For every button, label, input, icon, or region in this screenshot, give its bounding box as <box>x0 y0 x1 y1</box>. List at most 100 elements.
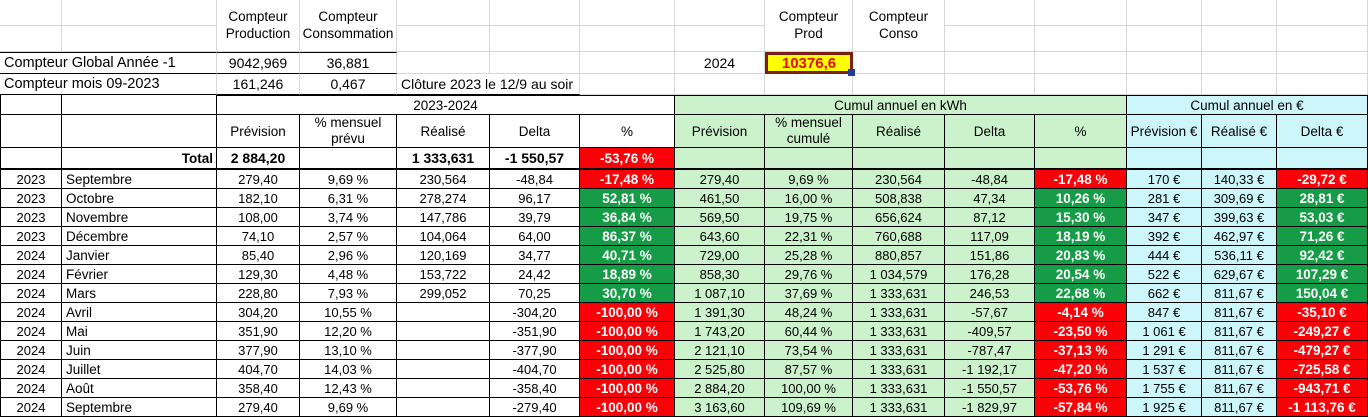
header-realise[interactable]: Réalisé <box>397 115 490 148</box>
cell-cumul-delta[interactable]: -57,67 <box>945 303 1035 322</box>
cell-prevision[interactable]: 74,10 <box>217 227 300 246</box>
month-production-value[interactable]: 161,246 <box>217 74 300 95</box>
grid-cell[interactable] <box>397 52 490 74</box>
section-header-monthly[interactable]: 2023-2024 <box>217 95 675 115</box>
cell-delta[interactable]: -48,84 <box>490 170 580 189</box>
cell-pct-mensuel-prevu[interactable]: 6,31 % <box>300 189 397 208</box>
grid-cell[interactable] <box>580 74 675 95</box>
cell-realise[interactable]: 299,052 <box>397 284 490 303</box>
cell-delta-eur[interactable]: -943,71 € <box>1277 379 1368 398</box>
cell-cumul-pct-delta[interactable]: 18,19 % <box>1035 227 1127 246</box>
cell-pct-delta[interactable]: -100,00 % <box>580 322 675 341</box>
cell-cumul-realise[interactable]: 230,564 <box>853 170 945 189</box>
cell-month[interactable]: Avril <box>62 303 217 322</box>
cell-delta[interactable]: 96,17 <box>490 189 580 208</box>
cell-prevision[interactable]: 108,00 <box>217 208 300 227</box>
cell-prevision-eur[interactable]: 392 € <box>1127 227 1202 246</box>
empty-cell[interactable] <box>0 115 62 148</box>
grid-cell[interactable] <box>675 0 765 26</box>
cell-realise-eur[interactable]: 140,33 € <box>1202 170 1277 189</box>
cell-delta[interactable]: -377,90 <box>490 341 580 360</box>
cell-cumul-pct-delta[interactable]: 20,54 % <box>1035 265 1127 284</box>
cell-pct-delta[interactable]: -100,00 % <box>580 341 675 360</box>
cell-delta-eur[interactable]: -35,10 € <box>1277 303 1368 322</box>
cell-cumul-delta[interactable]: 246,53 <box>945 284 1035 303</box>
cell-delta[interactable]: -304,20 <box>490 303 580 322</box>
cell-pct-delta[interactable]: 36,84 % <box>580 208 675 227</box>
cell-prevision[interactable]: 85,40 <box>217 246 300 265</box>
grid-cell[interactable] <box>490 0 580 26</box>
cell-realise[interactable] <box>397 379 490 398</box>
cell-realise-eur[interactable]: 811,67 € <box>1202 341 1277 360</box>
total-pct-delta[interactable]: -53,76 % <box>580 148 675 170</box>
cell-pct-mensuel-cumule[interactable]: 60,44 % <box>765 322 853 341</box>
cell-delta-eur[interactable]: -725,58 € <box>1277 360 1368 379</box>
cell-cumul-pct-delta[interactable]: 15,30 % <box>1035 208 1127 227</box>
cell-year[interactable]: 2023 <box>0 189 62 208</box>
cell-cumul-prevision[interactable]: 729,00 <box>675 246 765 265</box>
header-cumul-delta[interactable]: Delta <box>945 115 1035 148</box>
cell-month[interactable]: Décembre <box>62 227 217 246</box>
grid-cell[interactable] <box>765 74 853 95</box>
header-prevision[interactable]: Prévision <box>217 115 300 148</box>
cell-month[interactable]: Juillet <box>62 360 217 379</box>
cell-cumul-pct-delta[interactable]: -4,14 % <box>1035 303 1127 322</box>
cell-year[interactable]: 2024 <box>0 379 62 398</box>
cell-cumul-realise[interactable]: 880,857 <box>853 246 945 265</box>
total-realise[interactable]: 1 333,631 <box>397 148 490 170</box>
cell-pct-delta[interactable]: 30,70 % <box>580 284 675 303</box>
cell-cumul-prevision[interactable]: 643,60 <box>675 227 765 246</box>
cell-delta-eur[interactable]: 53,03 € <box>1277 208 1368 227</box>
cell-delta-eur[interactable]: 71,26 € <box>1277 227 1368 246</box>
cell-delta[interactable]: -279,40 <box>490 398 580 417</box>
cell-cumul-delta[interactable]: -1 550,57 <box>945 379 1035 398</box>
grid-cell[interactable] <box>1035 0 1127 26</box>
cell-prevision-eur[interactable]: 1 537 € <box>1127 360 1202 379</box>
grid-cell[interactable] <box>1202 52 1277 74</box>
selected-compteur-prod-cell[interactable]: 10376,6 <box>765 52 855 76</box>
grid-cell[interactable] <box>945 74 1035 95</box>
cell-year[interactable]: 2024 <box>0 303 62 322</box>
cell-prevision-eur[interactable]: 522 € <box>1127 265 1202 284</box>
col-header-compteur-prod[interactable]: Compteur Prod <box>765 0 853 52</box>
year-2024-label[interactable]: 2024 <box>675 52 765 74</box>
cell-cumul-prevision[interactable]: 569,50 <box>675 208 765 227</box>
cell-pct-mensuel-cumule[interactable]: 29,76 % <box>765 265 853 284</box>
grid-cell[interactable] <box>62 26 217 52</box>
cell-cumul-delta[interactable]: -787,47 <box>945 341 1035 360</box>
total-label[interactable]: Total <box>62 148 217 170</box>
cell-cumul-realise[interactable]: 1 333,631 <box>853 360 945 379</box>
header-pct-mensuel-prevu[interactable]: % mensuel prévu <box>300 115 397 148</box>
grid-cell[interactable] <box>945 0 1035 26</box>
cell-pct-delta[interactable]: 86,37 % <box>580 227 675 246</box>
cell-cumul-realise[interactable]: 1 333,631 <box>853 303 945 322</box>
cell-pct-delta[interactable]: -100,00 % <box>580 303 675 322</box>
cell-year[interactable]: 2023 <box>0 208 62 227</box>
empty-cell[interactable] <box>300 148 397 170</box>
grid-cell[interactable] <box>0 0 62 26</box>
empty-cell[interactable] <box>1277 148 1368 170</box>
cell-prevision[interactable]: 358,40 <box>217 379 300 398</box>
cell-realise[interactable]: 278,274 <box>397 189 490 208</box>
header-delta[interactable]: Delta <box>490 115 580 148</box>
grid-cell[interactable] <box>397 0 490 26</box>
grid-cell[interactable] <box>1277 74 1368 95</box>
global-consommation-value[interactable]: 36,881 <box>300 52 397 74</box>
cell-delta[interactable]: 24,42 <box>490 265 580 284</box>
cell-prevision-eur[interactable]: 1 291 € <box>1127 341 1202 360</box>
col-header-compteur-consommation[interactable]: Compteur Consommation <box>300 0 397 52</box>
cell-pct-mensuel-prevu[interactable]: 2,96 % <box>300 246 397 265</box>
cell-delta[interactable]: 70,25 <box>490 284 580 303</box>
cell-delta[interactable]: 64,00 <box>490 227 580 246</box>
cell-realise-eur[interactable]: 536,11 € <box>1202 246 1277 265</box>
cell-cumul-realise[interactable]: 508,838 <box>853 189 945 208</box>
cell-cumul-prevision[interactable]: 858,30 <box>675 265 765 284</box>
grid-cell[interactable] <box>580 0 675 26</box>
grid-cell[interactable] <box>945 52 1035 74</box>
grid-cell[interactable] <box>580 52 675 74</box>
cell-cumul-pct-delta[interactable]: 22,68 % <box>1035 284 1127 303</box>
cell-realise-eur[interactable]: 309,69 € <box>1202 189 1277 208</box>
cell-prevision-eur[interactable]: 1 925 € <box>1127 398 1202 417</box>
cell-prevision-eur[interactable]: 847 € <box>1127 303 1202 322</box>
cell-cumul-pct-delta[interactable]: -47,20 % <box>1035 360 1127 379</box>
